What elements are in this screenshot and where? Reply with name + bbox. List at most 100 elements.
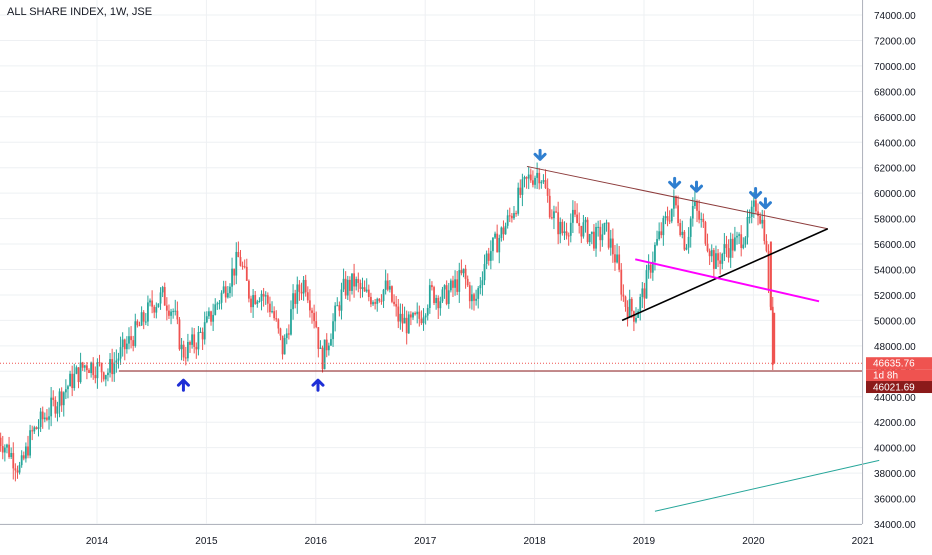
candle-body <box>771 306 774 366</box>
x-tick-label: 2019 <box>633 536 656 547</box>
y-tick-label: 62000.00 <box>874 164 916 175</box>
candle-body <box>424 315 427 318</box>
candle-body <box>633 311 635 322</box>
candle-body <box>517 187 520 214</box>
candle-body <box>201 331 204 340</box>
candle-body <box>193 334 196 347</box>
candle-body <box>233 268 236 276</box>
candle-body <box>494 233 496 238</box>
candle-body <box>630 298 633 312</box>
grid <box>0 0 864 525</box>
candle-body <box>186 341 189 359</box>
up-arrow-icon <box>311 378 325 392</box>
candle-body <box>325 339 328 351</box>
candle-body <box>27 446 29 456</box>
candle-body <box>258 300 261 302</box>
candle-body <box>712 250 715 269</box>
candle-body <box>273 311 276 319</box>
candle-body <box>603 223 606 235</box>
candle-body <box>140 312 143 326</box>
candle-body <box>647 264 650 271</box>
candle-body <box>584 219 587 223</box>
candle-body <box>452 280 454 288</box>
trend-lines <box>0 165 880 512</box>
candle-body <box>266 295 269 304</box>
candle-body <box>546 187 549 196</box>
candle-body <box>367 289 370 297</box>
candle-body <box>75 367 78 374</box>
candle-body <box>277 319 280 329</box>
candle-body <box>229 286 231 294</box>
candle-body <box>479 285 482 289</box>
candle-body <box>571 209 574 223</box>
candle-body <box>426 307 429 316</box>
candle-body <box>250 298 252 308</box>
candle-body <box>285 333 288 338</box>
candle-body <box>643 288 646 299</box>
down-arrow-icon <box>758 197 772 210</box>
candle-body <box>527 174 530 179</box>
support-price-tag: 46021.69 <box>873 383 915 394</box>
candle-body <box>681 231 684 236</box>
candle-body <box>357 278 360 283</box>
y-tick-label: 40000.00 <box>874 444 916 455</box>
candle-body <box>306 292 309 301</box>
candle-body <box>597 226 600 228</box>
candle-body <box>525 176 528 179</box>
candle-body <box>149 300 151 303</box>
candle-body <box>553 211 555 219</box>
candle-body <box>755 200 757 212</box>
candle-body <box>22 455 25 459</box>
candle-body <box>109 359 111 373</box>
candle-body <box>382 289 385 302</box>
candle-body <box>243 266 246 268</box>
candle-body <box>550 217 553 219</box>
candle-body <box>593 231 595 249</box>
candle-body <box>521 179 524 195</box>
candle-body <box>14 468 17 471</box>
candle-body <box>620 269 623 295</box>
candle-body <box>611 238 614 255</box>
candle-body <box>311 310 313 313</box>
candle-body <box>523 176 526 180</box>
candle-body <box>54 399 57 414</box>
candle-body <box>694 202 696 206</box>
candle-body <box>231 268 233 287</box>
y-tick-label: 48000.00 <box>874 342 916 353</box>
y-tick-label: 60000.00 <box>874 189 916 200</box>
y-tick-label: 34000.00 <box>874 520 916 531</box>
candle-body <box>64 389 67 393</box>
candle-body <box>515 213 517 215</box>
candle-body <box>412 312 414 318</box>
candle-body <box>62 392 65 406</box>
candle-body <box>10 453 13 457</box>
candle-body <box>287 333 290 335</box>
candle-body <box>332 321 334 340</box>
candle-body <box>58 391 61 407</box>
candle-body <box>757 211 759 216</box>
candle-body <box>172 311 175 313</box>
candle-body <box>269 303 271 313</box>
candle-body <box>144 321 147 323</box>
candle-body <box>696 202 698 211</box>
candle-body <box>239 257 242 266</box>
candle-body <box>48 416 50 420</box>
candle-body <box>386 280 389 290</box>
candle-body <box>153 306 156 313</box>
candle-body <box>83 365 86 368</box>
candle-body <box>182 344 185 358</box>
candle-body <box>218 302 221 304</box>
candle-body <box>94 375 97 379</box>
candle-body <box>346 279 349 296</box>
candle-body <box>271 311 273 313</box>
candle-body <box>506 215 509 226</box>
candle-body <box>500 227 503 238</box>
candle-body <box>205 316 208 323</box>
last-price-tag-bg <box>866 357 932 370</box>
candle-body <box>321 347 324 370</box>
x-tick-label: 2016 <box>305 536 328 547</box>
candle-body <box>677 205 679 224</box>
candle-body <box>563 231 566 234</box>
